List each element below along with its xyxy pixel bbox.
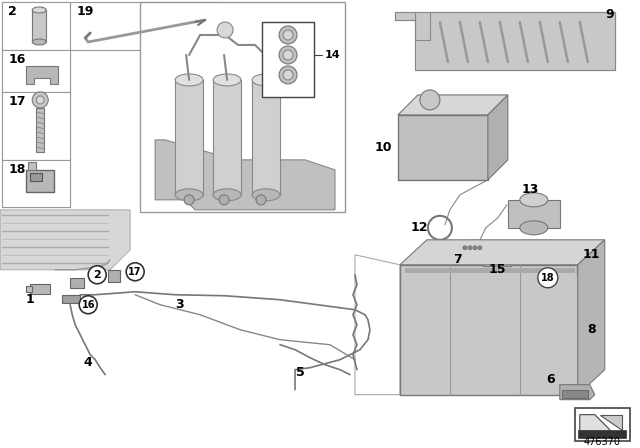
Text: 11: 11 bbox=[583, 248, 600, 261]
Bar bbox=[30, 173, 42, 181]
Text: 4: 4 bbox=[84, 356, 93, 369]
Polygon shape bbox=[0, 210, 130, 270]
Text: 13: 13 bbox=[521, 183, 538, 196]
Polygon shape bbox=[395, 12, 615, 70]
Bar bbox=[70, 2, 218, 50]
Text: 19: 19 bbox=[76, 5, 93, 18]
Ellipse shape bbox=[252, 74, 280, 86]
Ellipse shape bbox=[32, 92, 48, 108]
Circle shape bbox=[420, 90, 440, 110]
Polygon shape bbox=[488, 95, 508, 180]
Polygon shape bbox=[578, 240, 605, 395]
Circle shape bbox=[184, 195, 194, 205]
Text: 10: 10 bbox=[374, 142, 392, 155]
Bar bbox=[140, 2, 345, 212]
Text: 2: 2 bbox=[8, 5, 17, 18]
Bar bbox=[70, 278, 84, 288]
Bar bbox=[28, 162, 36, 170]
Bar bbox=[108, 270, 120, 282]
Circle shape bbox=[79, 296, 97, 314]
Bar bbox=[3, 92, 70, 160]
Bar bbox=[3, 50, 70, 92]
Circle shape bbox=[219, 195, 229, 205]
Text: 2: 2 bbox=[93, 270, 101, 280]
Polygon shape bbox=[600, 415, 621, 430]
Circle shape bbox=[473, 246, 477, 250]
Bar bbox=[462, 240, 486, 258]
Ellipse shape bbox=[283, 30, 293, 40]
Text: 15: 15 bbox=[488, 263, 506, 276]
Text: 16: 16 bbox=[81, 300, 95, 310]
Ellipse shape bbox=[32, 39, 46, 45]
Text: 8: 8 bbox=[587, 323, 595, 336]
Text: 17: 17 bbox=[129, 267, 142, 277]
Circle shape bbox=[468, 246, 472, 250]
Text: 18: 18 bbox=[8, 164, 26, 177]
Text: 12: 12 bbox=[410, 221, 428, 234]
Bar bbox=[262, 22, 314, 97]
Bar bbox=[3, 2, 70, 207]
Bar bbox=[398, 115, 488, 180]
Bar bbox=[252, 80, 280, 195]
Polygon shape bbox=[400, 240, 605, 265]
Text: 16: 16 bbox=[8, 53, 26, 66]
Bar bbox=[213, 80, 241, 195]
Bar bbox=[26, 170, 54, 192]
Circle shape bbox=[217, 22, 233, 38]
Ellipse shape bbox=[279, 26, 297, 44]
Bar bbox=[30, 284, 50, 294]
Polygon shape bbox=[155, 140, 335, 210]
Text: 1: 1 bbox=[26, 293, 35, 306]
Circle shape bbox=[478, 246, 482, 250]
Ellipse shape bbox=[283, 50, 293, 60]
Bar bbox=[36, 108, 44, 152]
Bar bbox=[62, 295, 80, 303]
Bar bbox=[26, 286, 32, 292]
Ellipse shape bbox=[279, 46, 297, 64]
Text: 476370: 476370 bbox=[583, 437, 620, 447]
Circle shape bbox=[126, 263, 144, 281]
Ellipse shape bbox=[36, 96, 44, 104]
Bar bbox=[405, 268, 575, 273]
Ellipse shape bbox=[175, 189, 203, 201]
Text: 9: 9 bbox=[605, 9, 614, 22]
Bar bbox=[578, 430, 626, 438]
Bar bbox=[483, 250, 511, 266]
Polygon shape bbox=[398, 95, 508, 115]
Bar bbox=[3, 160, 70, 207]
Text: 5: 5 bbox=[296, 366, 305, 379]
Bar bbox=[508, 200, 560, 228]
Ellipse shape bbox=[283, 70, 293, 80]
Polygon shape bbox=[395, 12, 615, 70]
Ellipse shape bbox=[520, 193, 548, 207]
Ellipse shape bbox=[252, 189, 280, 201]
Text: 14: 14 bbox=[325, 50, 340, 60]
Ellipse shape bbox=[520, 221, 548, 235]
Ellipse shape bbox=[213, 74, 241, 86]
Bar bbox=[400, 265, 578, 395]
Circle shape bbox=[538, 268, 558, 288]
Text: 6: 6 bbox=[546, 373, 555, 386]
Bar bbox=[562, 390, 588, 398]
Polygon shape bbox=[560, 385, 595, 400]
Ellipse shape bbox=[32, 7, 46, 13]
Bar bbox=[575, 408, 630, 441]
Text: 3: 3 bbox=[175, 298, 184, 311]
Bar bbox=[32, 10, 46, 42]
Circle shape bbox=[88, 266, 106, 284]
Circle shape bbox=[463, 246, 467, 250]
Text: 18: 18 bbox=[541, 273, 555, 283]
Text: 7: 7 bbox=[453, 253, 462, 266]
Text: 17: 17 bbox=[8, 95, 26, 108]
Circle shape bbox=[256, 195, 266, 205]
Polygon shape bbox=[26, 66, 58, 84]
Ellipse shape bbox=[213, 189, 241, 201]
Polygon shape bbox=[580, 415, 610, 438]
Bar bbox=[3, 2, 70, 50]
Bar bbox=[175, 80, 203, 195]
Ellipse shape bbox=[175, 74, 203, 86]
Ellipse shape bbox=[279, 66, 297, 84]
